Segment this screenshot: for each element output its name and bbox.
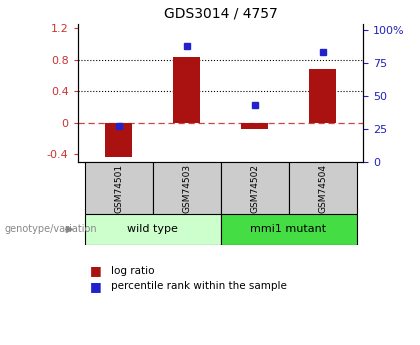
Bar xyxy=(220,214,357,245)
Bar xyxy=(84,162,152,214)
Bar xyxy=(105,123,132,157)
Text: GSM74501: GSM74501 xyxy=(114,164,123,213)
Text: ■: ■ xyxy=(90,280,102,293)
Bar xyxy=(173,57,200,123)
Text: GSM74502: GSM74502 xyxy=(250,164,259,213)
Text: percentile rank within the sample: percentile rank within the sample xyxy=(111,282,287,291)
Bar xyxy=(309,69,336,123)
Text: genotype/variation: genotype/variation xyxy=(4,225,97,234)
Title: GDS3014 / 4757: GDS3014 / 4757 xyxy=(164,6,277,20)
Text: mmi1 mutant: mmi1 mutant xyxy=(250,225,327,234)
Bar xyxy=(220,162,289,214)
Text: ■: ■ xyxy=(90,264,102,277)
Text: GSM74503: GSM74503 xyxy=(182,164,191,213)
Text: GSM74504: GSM74504 xyxy=(318,164,327,213)
Bar xyxy=(241,123,268,129)
Text: log ratio: log ratio xyxy=(111,266,155,276)
Bar xyxy=(152,162,221,214)
Bar xyxy=(289,162,357,214)
Bar xyxy=(84,214,220,245)
Text: wild type: wild type xyxy=(127,225,178,234)
